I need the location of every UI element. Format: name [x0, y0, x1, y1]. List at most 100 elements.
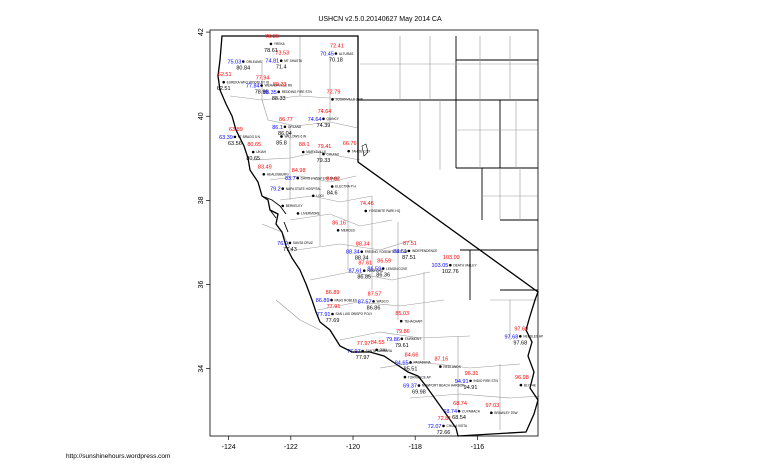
station-name: OJAI: [380, 348, 387, 352]
station-value-blue: 86.59: [367, 267, 381, 273]
station-marker: SANTA CRUZ 76.977.43: [277, 241, 313, 253]
station-value-black: 70.18: [329, 58, 343, 64]
station-value-red: 87.57: [368, 291, 382, 297]
station-name: LODI: [316, 194, 324, 198]
axis-ticks: -124 -122 -120 -118 -116 42 40 38 36 34: [198, 28, 484, 451]
station-marker: BERKELEY: [281, 204, 303, 208]
station-name: NEEDLES AP: [523, 334, 543, 338]
station-name: FT BRAGG 5 N: [238, 135, 261, 139]
station-dot: [407, 249, 411, 253]
station-name: UKIAH: [256, 150, 266, 154]
station-value-black: 97.68: [513, 340, 527, 346]
station-dot: [262, 173, 266, 176]
station-dot: [296, 212, 300, 215]
station-name: ELECTRA P H: [335, 185, 356, 189]
station-value-blue: 77.97: [347, 349, 361, 355]
station-name: LEMON COVE: [386, 267, 407, 271]
station-value-red: 63.89: [229, 127, 243, 133]
station-value-red: 87.61: [358, 261, 372, 267]
station-value-blue: 75.03: [228, 60, 242, 66]
station-value-red: 78.86: [265, 34, 279, 40]
station-marker: ELECTRA P H 84.62 84.6: [326, 177, 356, 197]
station-dot: [417, 384, 421, 387]
map-title: USHCN v2.5.0.20140627 May 2014 CA: [318, 16, 442, 23]
station-dot: [233, 135, 237, 139]
station-value-red: 86.59: [377, 259, 391, 265]
station-value-black: 88.33: [272, 96, 286, 102]
station-marker: LIVERMORE: [296, 212, 320, 216]
y-tick-label: 40: [198, 112, 205, 120]
y-tick-label: 38: [198, 196, 205, 204]
station-name: EUREKA WFO WOODLEY IS: [227, 80, 269, 84]
station-name: PASO ROBLES: [335, 298, 357, 302]
station-value-black: 80.84: [236, 66, 250, 72]
station-value-red: 77.91: [327, 304, 341, 310]
station-value-blue: 77.84: [246, 84, 260, 90]
station-dot: [331, 98, 334, 101]
station-value-black: 80.65: [246, 156, 260, 162]
station-dot: [442, 424, 445, 428]
station-value-black: 86.86: [367, 305, 381, 311]
station-value-blue: 84.65: [395, 360, 409, 366]
station-name: FRESNO YOSEMITE INTL AP: [365, 250, 408, 254]
station-name: ORLAND: [288, 125, 302, 129]
x-tick-label: -116: [471, 444, 485, 451]
station-marker: UKIAH 80.65 80.65: [246, 142, 266, 162]
station-name: MT SHASTA: [284, 59, 303, 63]
station-dot: [280, 135, 283, 138]
station-dot: [399, 319, 403, 323]
station-value-black: 86.04: [278, 131, 292, 137]
station-value-red: 84.66: [405, 352, 419, 358]
station-dot: [241, 60, 245, 63]
station-value-blue: 74.81: [265, 59, 279, 65]
credit-text: http://sunshinehours.wordpress.com: [66, 453, 170, 460]
station-dot: [334, 52, 338, 55]
station-value-blue: 68.74: [443, 409, 457, 415]
station-value-blue: 63.39: [219, 135, 233, 141]
station-value-black: 68.54: [452, 415, 466, 421]
station-dot: [519, 383, 523, 387]
station-name: SAN LUIS OBISPO POLY: [335, 312, 373, 316]
station-value-red: 72.41: [330, 44, 344, 50]
station-marker: TEHACHAPI 85.03: [395, 311, 422, 323]
station-dot: [269, 42, 273, 46]
station-value-black: 79.61: [395, 343, 409, 349]
station-dot: [296, 176, 299, 180]
station-name: BLYTHE: [524, 383, 536, 387]
station-value-blue: 103.05: [431, 263, 448, 269]
station-dot: [364, 209, 368, 213]
station-value-black: 62.51: [217, 86, 231, 92]
station-value-blue: 88.35: [263, 90, 277, 96]
station-dot: [449, 263, 452, 267]
station-value-black: 78.61: [264, 48, 278, 54]
state-lines: [358, 36, 538, 300]
station-value-black: 72.66: [437, 430, 451, 436]
station-dot: [400, 337, 404, 341]
station-dot: [361, 349, 364, 353]
station-dot: [281, 204, 285, 208]
station-value-red: 84.62: [326, 177, 340, 183]
station-name: CHULA VISTA: [446, 424, 467, 428]
station-dot: [281, 187, 285, 190]
station-dot: [331, 312, 334, 316]
station-name: SANTA BARBARA: [366, 349, 393, 353]
station-value-red: 89.33: [273, 82, 287, 88]
station-marker: YOSEMITE PARK HQ 74.46: [360, 201, 401, 213]
station-value-blue: 87.61: [348, 269, 362, 275]
station-name: FAIRMONT: [405, 337, 422, 341]
station-dot: [330, 298, 333, 302]
station-dot: [360, 250, 364, 254]
x-tick-label: -122: [284, 444, 298, 451]
station-marker: MERCED 86.16: [332, 220, 355, 232]
station-dot: [336, 228, 340, 232]
station-name: INDIO FIRE STN: [474, 379, 499, 383]
